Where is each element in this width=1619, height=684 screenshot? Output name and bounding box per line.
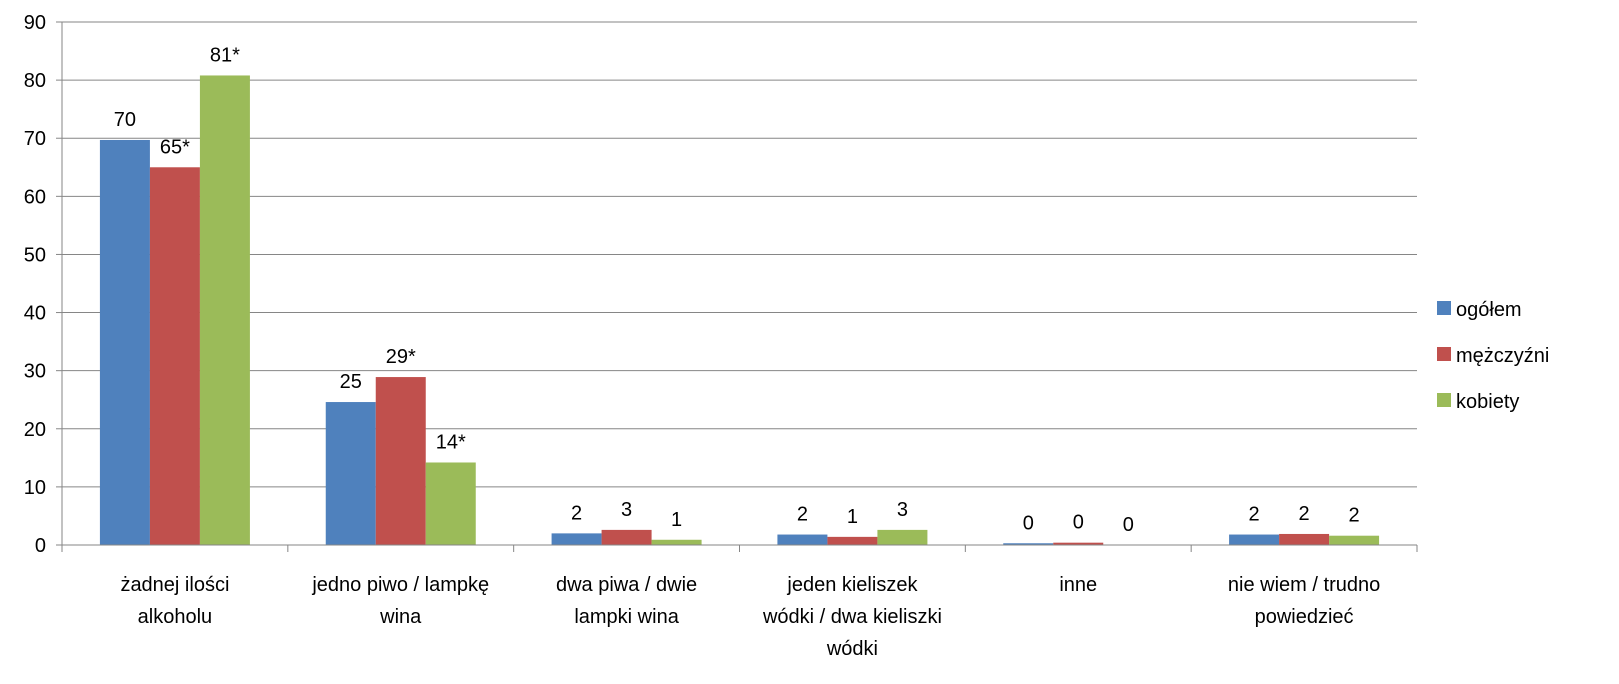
bar	[1003, 543, 1054, 545]
y-tick-label: 60	[24, 186, 46, 208]
x-category-label: wina	[379, 606, 422, 628]
x-category-label: jedno piwo / lampkę	[311, 574, 489, 596]
legend-swatch	[1437, 301, 1451, 315]
y-tick-label: 80	[24, 70, 46, 92]
bar	[375, 377, 426, 545]
bar	[425, 462, 476, 545]
data-label: 14*	[436, 431, 466, 453]
legend-label: mężczyźni	[1456, 345, 1549, 367]
data-label: 2	[1249, 504, 1260, 526]
bar	[199, 75, 250, 545]
bar	[601, 529, 652, 545]
x-category-label: powiedzieć	[1255, 606, 1354, 628]
bar	[149, 167, 200, 545]
bar	[777, 534, 828, 545]
data-label: 2	[797, 504, 808, 526]
y-tick-label: 0	[35, 535, 46, 557]
bar	[827, 536, 878, 545]
legend-swatch	[1437, 393, 1451, 407]
data-label: 1	[847, 506, 858, 528]
data-label: 2	[1299, 503, 1310, 525]
bar	[1329, 535, 1380, 545]
bar	[1053, 542, 1104, 545]
data-label: 2	[1349, 505, 1360, 527]
data-label: 81*	[210, 44, 240, 66]
bar	[99, 139, 150, 545]
legend-label: kobiety	[1456, 391, 1519, 413]
data-labels: 70 65* 81* 25 29* 14* 2 3 1 2 1 3 0 0 0 2 2 2	[114, 44, 1360, 536]
x-category-label: lampki wina	[574, 606, 679, 628]
x-category-label: żadnej ilości	[120, 574, 229, 596]
legend-swatch	[1437, 347, 1451, 361]
gridlines	[62, 21, 1417, 488]
data-label: 2	[571, 502, 582, 524]
data-label: 29*	[386, 346, 416, 368]
data-label: 3	[897, 499, 908, 521]
x-category-label: dwa piwa / dwie	[556, 574, 697, 596]
bar	[877, 529, 928, 545]
data-label: 70	[114, 109, 136, 131]
y-tick-label: 20	[24, 419, 46, 441]
legend: ogółem mężczyźni kobiety	[1437, 299, 1549, 413]
x-category-label: wódki	[826, 638, 878, 660]
x-category-label: nie wiem / trudno	[1228, 574, 1380, 596]
bars	[99, 75, 1380, 545]
bar	[651, 539, 702, 545]
y-tick-label: 90	[24, 12, 46, 34]
legend-label: ogółem	[1456, 299, 1522, 321]
x-category-label: jeden kieliszek	[786, 574, 918, 596]
x-category-label: wódki / dwa kieliszki	[762, 606, 942, 628]
data-label: 25	[340, 371, 362, 393]
y-tick-label: 70	[24, 128, 46, 150]
y-tick-label: 50	[24, 244, 46, 266]
data-label: 0	[1023, 512, 1034, 534]
data-label: 0	[1123, 514, 1134, 536]
data-label: 65*	[160, 136, 190, 158]
x-category-label: alkoholu	[138, 606, 213, 628]
y-tick-label: 30	[24, 361, 46, 383]
bar	[325, 402, 376, 545]
data-label: 1	[671, 509, 682, 531]
bar	[1229, 534, 1280, 545]
y-tick-label: 10	[24, 477, 46, 499]
y-tick-label: 40	[24, 303, 46, 325]
data-label: 0	[1073, 512, 1084, 534]
bar	[551, 533, 602, 545]
bar	[1279, 533, 1330, 545]
x-category-label: inne	[1059, 574, 1097, 596]
data-label: 3	[621, 499, 632, 521]
